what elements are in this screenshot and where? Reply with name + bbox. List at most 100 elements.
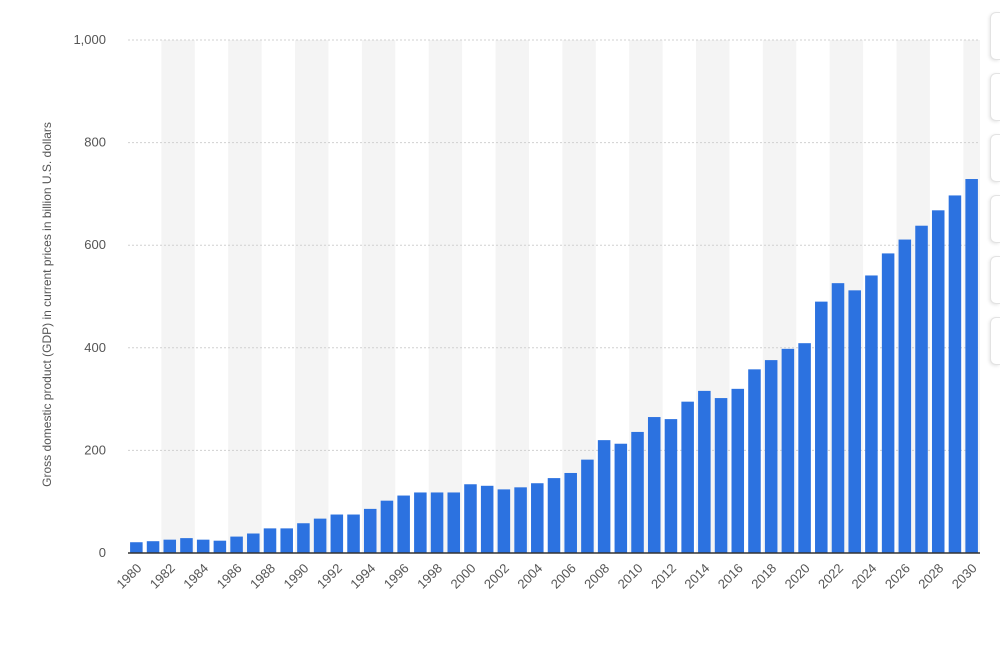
x-tick-labels: 1980 1982 1984 1986 1988 1990 1992 1994 1996 1998… bbox=[113, 561, 979, 592]
bar-1982 bbox=[163, 539, 177, 553]
bar-2020 bbox=[798, 343, 811, 553]
bar-1996 bbox=[397, 495, 410, 553]
side-tab[interactable] bbox=[990, 317, 1000, 365]
side-tab[interactable] bbox=[990, 256, 1000, 304]
x-tick-label: 2028 bbox=[915, 561, 946, 592]
bar-1983 bbox=[180, 538, 193, 553]
background-bands bbox=[161, 40, 980, 553]
bar-1988 bbox=[263, 528, 277, 553]
background-band bbox=[361, 40, 396, 553]
bar-1989 bbox=[280, 528, 293, 553]
background-band bbox=[228, 40, 262, 553]
y-tick-label: 400 bbox=[84, 340, 106, 355]
bar-2003 bbox=[514, 487, 527, 553]
x-tick-label: 2024 bbox=[848, 561, 879, 592]
bar-2005 bbox=[547, 478, 561, 553]
bar-2018 bbox=[764, 360, 778, 553]
bar-1997 bbox=[414, 492, 427, 553]
background-band bbox=[495, 40, 529, 553]
bar-2007 bbox=[581, 459, 594, 553]
bar-1995 bbox=[380, 500, 394, 553]
bar-2026 bbox=[898, 239, 912, 553]
bar-1992 bbox=[330, 514, 344, 553]
background-band bbox=[428, 40, 463, 553]
bar-2009 bbox=[614, 443, 628, 553]
x-tick-label: 2030 bbox=[949, 561, 980, 592]
bar-1987 bbox=[247, 533, 260, 553]
x-tick-label: 2022 bbox=[815, 561, 846, 592]
bar-1998 bbox=[430, 492, 444, 553]
bar-2000 bbox=[464, 484, 477, 553]
bar-1990 bbox=[297, 523, 310, 553]
x-tick-label: 2018 bbox=[748, 561, 779, 592]
bar-1999 bbox=[447, 492, 461, 553]
x-tick-label: 1996 bbox=[381, 561, 412, 592]
y-tick-label: 200 bbox=[84, 442, 106, 457]
bar-2001 bbox=[480, 485, 494, 553]
bar-2016 bbox=[731, 388, 745, 553]
bar-2023 bbox=[848, 290, 861, 553]
x-tick-label: 2026 bbox=[882, 561, 913, 592]
x-tick-label: 2008 bbox=[581, 561, 612, 592]
bars bbox=[130, 179, 978, 554]
x-tick-label: 2004 bbox=[514, 561, 545, 592]
x-tick-label: 1998 bbox=[414, 561, 445, 592]
bar-2002 bbox=[497, 489, 511, 553]
x-tick-label: 1994 bbox=[347, 561, 378, 592]
y-tick-label: 600 bbox=[84, 237, 106, 252]
x-tick-label: 2000 bbox=[448, 561, 479, 592]
background-band bbox=[161, 40, 195, 553]
bar-1981 bbox=[146, 541, 160, 553]
bar-1993 bbox=[347, 514, 360, 553]
side-toolbar bbox=[990, 12, 1000, 378]
bar-1991 bbox=[313, 518, 327, 553]
y-axis-label: Gross domestic product (GDP) in current … bbox=[40, 122, 54, 487]
y-tick-label: 800 bbox=[84, 135, 106, 150]
bar-2028 bbox=[931, 210, 945, 554]
bar-2010 bbox=[631, 431, 644, 553]
bar-2022 bbox=[831, 283, 845, 553]
x-tick-label: 2014 bbox=[681, 561, 712, 592]
background-band bbox=[295, 40, 329, 553]
x-tick-label: 2016 bbox=[715, 561, 746, 592]
bar-2017 bbox=[748, 369, 761, 553]
bar-2006 bbox=[564, 472, 577, 553]
x-tick-label: 1988 bbox=[247, 561, 278, 592]
x-tick-label: 1992 bbox=[314, 561, 345, 592]
bar-2019 bbox=[781, 348, 795, 553]
bar-2024 bbox=[865, 275, 878, 553]
bar-1986 bbox=[230, 536, 243, 553]
x-tick-label: 1980 bbox=[113, 561, 144, 592]
side-tab[interactable] bbox=[990, 12, 1000, 60]
bar-2012 bbox=[664, 419, 678, 553]
bar-2013 bbox=[681, 401, 694, 553]
side-tab[interactable] bbox=[990, 195, 1000, 243]
bar-2004 bbox=[531, 483, 544, 553]
x-tick-label: 2012 bbox=[648, 561, 679, 592]
side-tab[interactable] bbox=[990, 134, 1000, 182]
bar-2027 bbox=[915, 225, 928, 553]
bar-2014 bbox=[698, 390, 711, 553]
x-tick-label: 2002 bbox=[481, 561, 512, 592]
x-tick-label: 1986 bbox=[214, 561, 245, 592]
y-tick-label: 0 bbox=[99, 545, 106, 560]
bar-2030 bbox=[965, 179, 978, 553]
bar-2008 bbox=[597, 440, 611, 553]
bar-1985 bbox=[213, 540, 227, 553]
x-tick-label: 2010 bbox=[615, 561, 646, 592]
y-tick-labels: 0 200 400 600 800 1,000 bbox=[73, 32, 106, 560]
x-tick-label: 2020 bbox=[782, 561, 813, 592]
side-tab[interactable] bbox=[990, 73, 1000, 121]
x-tick-label: 1982 bbox=[147, 561, 178, 592]
bar-2021 bbox=[815, 301, 828, 553]
bar-1984 bbox=[196, 539, 210, 553]
x-tick-label: 1990 bbox=[280, 561, 311, 592]
x-tick-label: 1984 bbox=[180, 561, 211, 592]
bar-2011 bbox=[647, 417, 661, 553]
bar-2029 bbox=[948, 195, 962, 553]
bar-1980 bbox=[130, 542, 143, 553]
y-tick-label: 1,000 bbox=[73, 32, 106, 47]
bar-2015 bbox=[714, 398, 728, 553]
bar-1994 bbox=[363, 508, 377, 553]
